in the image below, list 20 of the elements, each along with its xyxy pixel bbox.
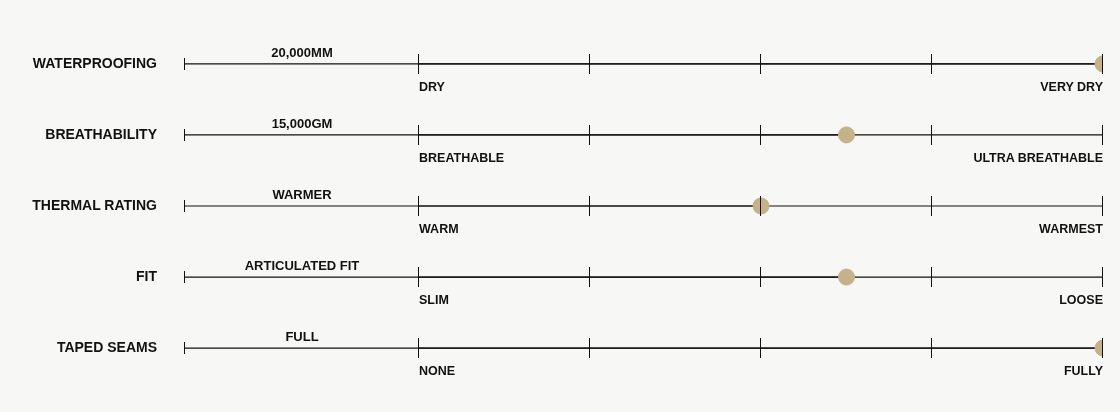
y-tick-label: BREATHABILITY — [45, 125, 158, 142]
annotation: NONE — [419, 363, 456, 378]
annotation: BREATHABLE — [419, 150, 505, 165]
annotation: WARMEST — [1039, 221, 1104, 236]
annotation: FULLY — [1063, 363, 1104, 378]
y-tick-label: FIT — [136, 267, 158, 284]
annotation: SLIM — [419, 292, 449, 307]
y-tick-label: WATERPROOFING — [32, 54, 158, 71]
annotation: ULTRA BREATHABLE — [973, 150, 1103, 165]
annotation: LOOSE — [1059, 292, 1103, 307]
y-tick-label: THERMAL RATING — [32, 196, 158, 213]
text: WARMER — [272, 187, 333, 203]
y-tick-label: TAPED SEAMS — [56, 338, 157, 355]
text: ARTICULATED FIT — [244, 258, 360, 274]
text: 15,000GM — [271, 116, 333, 132]
annotation: DRY — [419, 79, 446, 94]
annotation: VERY DRY — [1040, 79, 1104, 94]
text: 20,000MM — [271, 45, 333, 60]
text: FULL — [285, 329, 319, 345]
annotation: WARM — [419, 221, 459, 236]
